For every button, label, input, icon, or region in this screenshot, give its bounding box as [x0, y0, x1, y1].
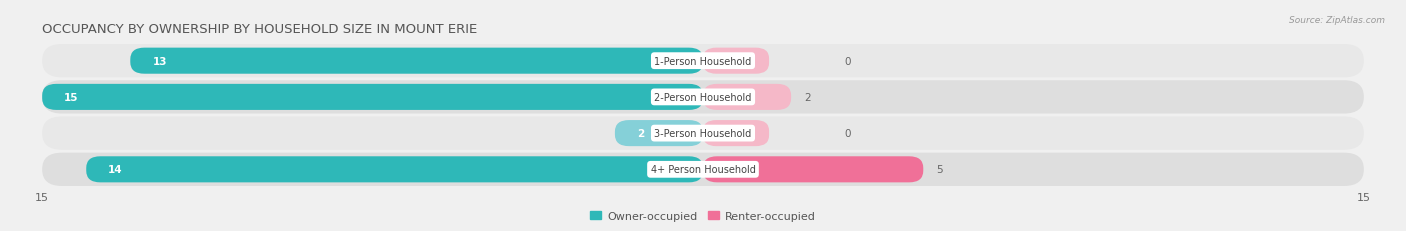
FancyBboxPatch shape [42, 81, 1364, 114]
Text: 0: 0 [844, 56, 851, 66]
FancyBboxPatch shape [703, 49, 769, 74]
Text: Source: ZipAtlas.com: Source: ZipAtlas.com [1289, 16, 1385, 25]
FancyBboxPatch shape [131, 49, 703, 74]
FancyBboxPatch shape [42, 117, 1364, 150]
Legend: Owner-occupied, Renter-occupied: Owner-occupied, Renter-occupied [586, 206, 820, 225]
FancyBboxPatch shape [42, 45, 1364, 78]
Text: 1-Person Household: 1-Person Household [654, 56, 752, 66]
FancyBboxPatch shape [86, 157, 703, 182]
Text: 2-Person Household: 2-Person Household [654, 92, 752, 103]
Text: 5: 5 [936, 165, 943, 175]
Text: 4+ Person Household: 4+ Person Household [651, 165, 755, 175]
FancyBboxPatch shape [42, 153, 1364, 186]
Text: 14: 14 [108, 165, 122, 175]
FancyBboxPatch shape [703, 121, 769, 146]
Text: 2: 2 [804, 92, 811, 103]
Text: 13: 13 [152, 56, 167, 66]
FancyBboxPatch shape [703, 85, 792, 110]
Text: 15: 15 [65, 92, 79, 103]
Text: 0: 0 [844, 128, 851, 139]
FancyBboxPatch shape [703, 157, 924, 182]
Text: OCCUPANCY BY OWNERSHIP BY HOUSEHOLD SIZE IN MOUNT ERIE: OCCUPANCY BY OWNERSHIP BY HOUSEHOLD SIZE… [42, 23, 478, 36]
FancyBboxPatch shape [614, 121, 703, 146]
Text: 3-Person Household: 3-Person Household [654, 128, 752, 139]
FancyBboxPatch shape [42, 85, 703, 110]
Text: 2: 2 [637, 128, 644, 139]
